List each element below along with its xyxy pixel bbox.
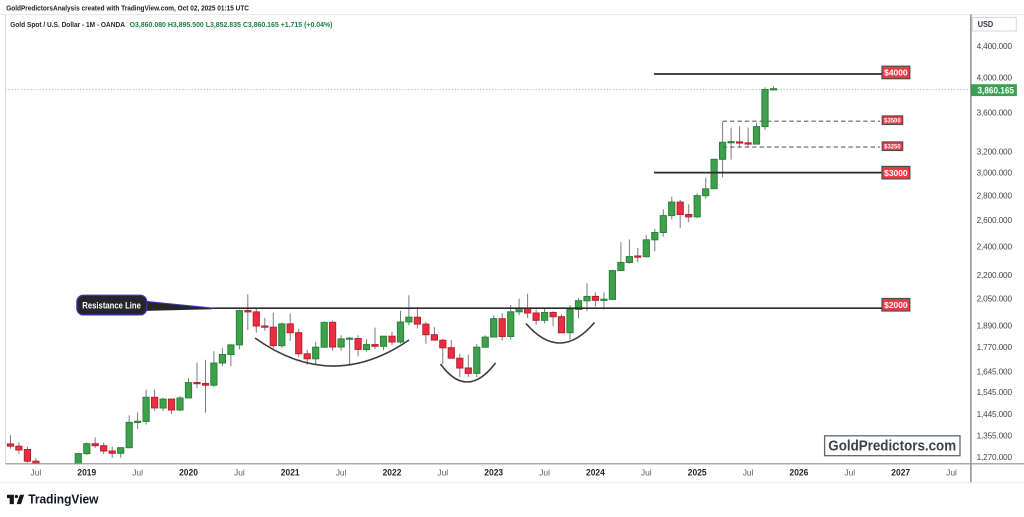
svg-text:4,400.000: 4,400.000 <box>977 41 1013 51</box>
svg-text:$3500: $3500 <box>884 118 901 125</box>
svg-text:Gold Spot / U.S. Dollar - 1M -: Gold Spot / U.S. Dollar - 1M - OANDA <box>10 20 125 29</box>
svg-text:Jul: Jul <box>539 468 550 478</box>
svg-text:TradingView: TradingView <box>28 493 98 507</box>
svg-text:Jul: Jul <box>31 468 42 478</box>
svg-text:2024: 2024 <box>586 468 605 478</box>
svg-text:3,600.000: 3,600.000 <box>977 108 1013 118</box>
svg-text:$3250: $3250 <box>884 144 901 151</box>
svg-text:3,860.165: 3,860.165 <box>978 85 1015 95</box>
svg-text:2,400.000: 2,400.000 <box>977 242 1013 252</box>
svg-text:2019: 2019 <box>77 468 96 478</box>
svg-text:2,050.000: 2,050.000 <box>977 294 1013 304</box>
svg-text:1,890.000: 1,890.000 <box>977 320 1013 330</box>
svg-text:2021: 2021 <box>281 468 300 478</box>
svg-text:1,545.000: 1,545.000 <box>977 387 1013 397</box>
svg-text:Jul: Jul <box>437 468 448 478</box>
svg-text:GoldPredictorsAnalysis created: GoldPredictorsAnalysis created with Trad… <box>6 3 249 12</box>
svg-text:2023: 2023 <box>484 468 503 478</box>
svg-text:2026: 2026 <box>790 468 809 478</box>
svg-text:USD: USD <box>978 19 994 29</box>
svg-text:2,600.000: 2,600.000 <box>977 215 1013 225</box>
svg-text:Resistance Line: Resistance Line <box>82 300 141 310</box>
svg-text:2025: 2025 <box>688 468 707 478</box>
svg-text:Jul: Jul <box>844 468 855 478</box>
svg-text:O3,860.080 H3,895.500 L3,852: O3,860.080 H3,895.500 L3,852.835 C3,860.… <box>130 20 333 29</box>
svg-text:GoldPredictors.com: GoldPredictors.com <box>828 439 956 455</box>
svg-text:2022: 2022 <box>383 468 402 478</box>
svg-text:1,355.000: 1,355.000 <box>977 430 1013 440</box>
svg-text:Jul: Jul <box>946 468 957 478</box>
svg-text:Jul: Jul <box>234 468 245 478</box>
svg-text:1,445.000: 1,445.000 <box>977 409 1013 419</box>
svg-text:$2000: $2000 <box>884 300 908 310</box>
svg-text:2027: 2027 <box>891 468 910 478</box>
svg-text:1,645.000: 1,645.000 <box>977 366 1013 376</box>
svg-text:4,000.000: 4,000.000 <box>977 73 1013 83</box>
svg-text:$3000: $3000 <box>884 168 908 178</box>
svg-text:2020: 2020 <box>179 468 198 478</box>
svg-text:2,200.000: 2,200.000 <box>977 270 1013 280</box>
svg-text:Jul: Jul <box>743 468 754 478</box>
svg-text:2,800.000: 2,800.000 <box>977 191 1013 201</box>
svg-text:Jul: Jul <box>132 468 143 478</box>
svg-text:$4000: $4000 <box>884 68 908 78</box>
svg-text:Jul: Jul <box>641 468 652 478</box>
svg-text:3,000.000: 3,000.000 <box>977 168 1013 178</box>
svg-text:1,770.000: 1,770.000 <box>977 342 1013 352</box>
svg-text:Jul: Jul <box>336 468 347 478</box>
svg-text:3,200.000: 3,200.000 <box>977 146 1013 156</box>
svg-text:1,270.000: 1,270.000 <box>977 452 1013 462</box>
